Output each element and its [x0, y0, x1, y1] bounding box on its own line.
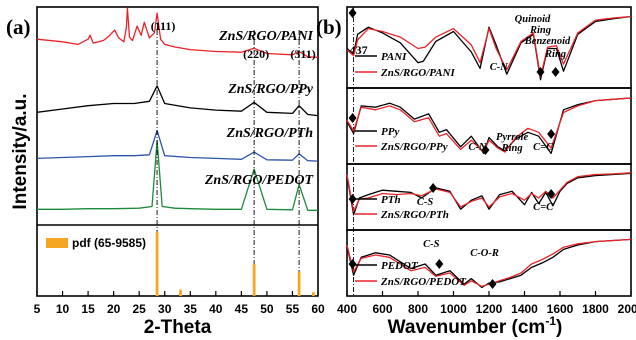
- ftir-legend-label: ZnS/RGO/PPy: [380, 141, 448, 153]
- ftir-legend-label: PPy: [381, 126, 399, 138]
- ftir-x-axis-title: Wavenumber (cm-1): [388, 314, 563, 338]
- peak-label-220: (220): [243, 47, 269, 61]
- reference-bar: [179, 289, 182, 296]
- xrd-x-axis-title: 2-Theta: [144, 317, 212, 338]
- diamond-marker: [435, 259, 444, 269]
- ftir-x-tick-label: 1200: [476, 302, 503, 316]
- diamond-marker: [488, 279, 497, 289]
- xrd-x-tick-label: 35: [184, 302, 198, 316]
- sample-label-pth: ZnS/RGO/PTh: [226, 126, 314, 141]
- ftir-series-line: [346, 238, 632, 288]
- ftir-x-axis-title-superscript: -1: [545, 314, 556, 328]
- xrd-x-tick-label: 5: [34, 302, 41, 316]
- diamond-marker: [547, 189, 556, 199]
- ftir-legend-label: PANI: [381, 51, 407, 63]
- xrd-series-line: [36, 7, 319, 59]
- ftir-annotation: C-N: [468, 142, 487, 153]
- ftir-legend-label: ZnS/RGO/PEDOT: [380, 276, 467, 288]
- xrd-x-tick-label: 50: [260, 302, 274, 316]
- ftir-x-tick-label: 1400: [511, 302, 538, 316]
- diamond-marker: [481, 145, 490, 155]
- reference-bar: [297, 271, 301, 296]
- diamond-marker: [348, 194, 357, 204]
- xrd-plot-frame: [36, 6, 319, 297]
- ftir-annotation: C-O-R: [470, 248, 499, 259]
- ftir-legend-label: ZnS/RGO/PANI: [380, 67, 455, 79]
- sample-label-pani: ZnS/RGO/PANI: [218, 29, 313, 44]
- ftir-annotation: Quinoid: [515, 14, 551, 25]
- xrd-y-axis-title: Intensity/a.u.: [10, 93, 31, 209]
- ftir-legend-label: PTh: [381, 194, 401, 206]
- xrd-x-tick-label: 15: [81, 302, 95, 316]
- diamond-marker: [547, 129, 556, 139]
- ftir-annotation: C-N: [490, 62, 509, 73]
- ftir-legend-label: PEDOT: [381, 260, 419, 272]
- ftir-series-line: [346, 172, 632, 216]
- diamond-marker: [348, 259, 357, 269]
- xrd-series-line: [36, 129, 319, 162]
- xrd-series-line: [37, 139, 318, 211]
- diamond-marker: [348, 8, 357, 18]
- ftir-annotation: C=C: [533, 202, 554, 213]
- ftir-annotation: Ring: [529, 25, 551, 36]
- xrd-series-line: [36, 85, 319, 117]
- reference-legend-label: pdf (65-9585): [72, 236, 146, 250]
- ftir-series-line: [346, 15, 632, 81]
- ftir-annotation: C=C: [533, 142, 554, 153]
- reference-legend-swatch: [46, 238, 68, 248]
- ftir-x-tick-label: 1000: [440, 302, 467, 316]
- reference-bar: [252, 264, 256, 296]
- ftir-annotation: C-S: [417, 197, 434, 208]
- xrd-x-tick-label: 10: [56, 302, 70, 316]
- peak-label-111: (111): [151, 19, 176, 33]
- ftir-x-tick-label: 1800: [582, 302, 609, 316]
- xrd-x-tick-label: 30: [158, 302, 172, 316]
- xrd-x-tick-label: 25: [133, 302, 147, 316]
- xrd-x-tick-label: 40: [209, 302, 223, 316]
- ftir-annotation: C-S: [423, 239, 440, 250]
- ftir-x-tick-label: 400: [337, 302, 357, 316]
- reference-bar: [155, 232, 159, 296]
- xrd-x-tick-label: 55: [286, 302, 300, 316]
- xrd-x-tick-label: 20: [107, 302, 121, 316]
- ftir-x-axis-title-close: ): [556, 317, 562, 338]
- ftir-legend-label: ZnS/RGO/PTh: [380, 209, 449, 221]
- diamond-marker: [536, 67, 545, 77]
- ftir-series-line: [346, 15, 632, 78]
- ftir-x-tick-label: 600: [372, 302, 392, 316]
- xrd-x-tick-label: 60: [311, 302, 325, 316]
- sample-label-ppy: ZnS/RGO/PPy: [227, 82, 314, 97]
- ftir-x-tick-label: 800: [408, 302, 428, 316]
- ftir-x-tick-label: 1600: [547, 302, 574, 316]
- ftir-series-line: [346, 97, 632, 155]
- peak-label-311: (311): [290, 47, 315, 61]
- ftir-x-tick-label: 2000: [618, 302, 636, 316]
- diamond-marker: [429, 183, 438, 193]
- xrd-x-tick-label: 45: [235, 302, 249, 316]
- diamond-marker: [348, 113, 357, 123]
- ftir-series-line: [346, 238, 632, 289]
- sample-label-pedot: ZnS/RGO/PEDOT: [204, 173, 315, 188]
- ftir-series-line: [346, 172, 632, 213]
- ftir-annotation: Ring: [501, 143, 523, 154]
- ftir-annotation: Ring: [544, 49, 566, 60]
- panel-label-a: (a): [6, 15, 31, 39]
- ftir-annotation: Pyrrole: [496, 132, 528, 143]
- panel-label-b: (b): [316, 15, 342, 39]
- reference-bar: [312, 292, 315, 296]
- diamond-marker: [551, 67, 560, 77]
- ftir-annotation: Benzenoid: [524, 36, 571, 47]
